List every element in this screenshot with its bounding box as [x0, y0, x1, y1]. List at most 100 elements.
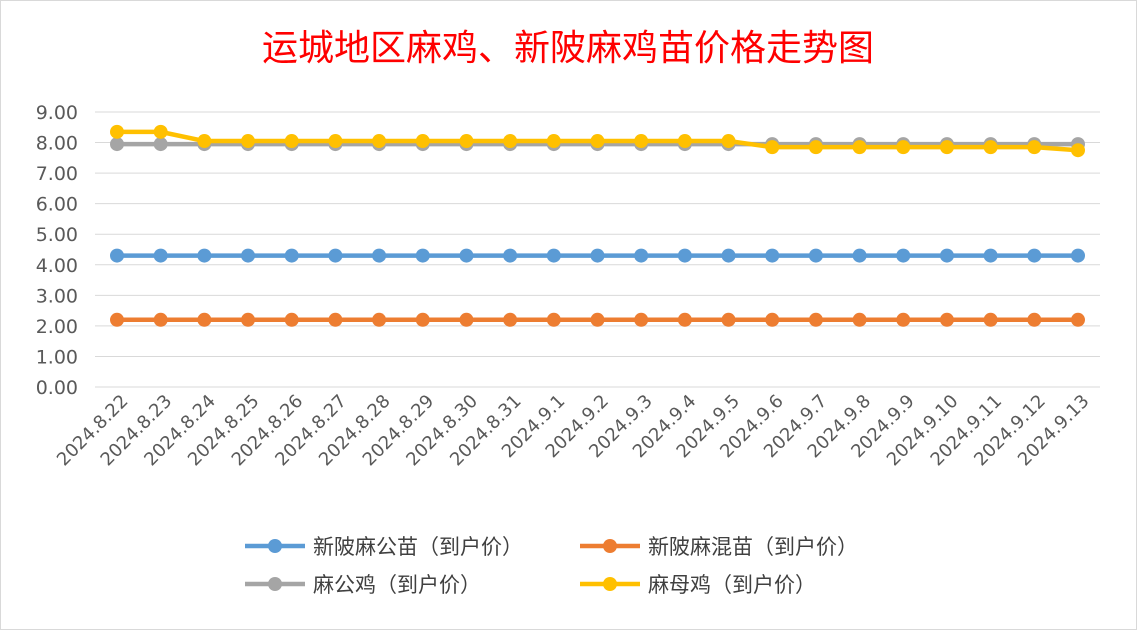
- legend-item: 麻母鸡（到户价）: [580, 573, 816, 597]
- data-point: [197, 134, 212, 149]
- y-tick-label: 1.00: [36, 346, 78, 368]
- data-point: [634, 312, 649, 327]
- data-point: [110, 248, 124, 263]
- data-point: [808, 312, 823, 327]
- data-point: [153, 312, 168, 327]
- series-1: [110, 312, 1085, 327]
- legend-label: 新陂麻公苗（到户价）: [313, 535, 523, 559]
- data-point: [284, 312, 299, 327]
- data-point: [939, 312, 954, 327]
- y-tick-label: 3.00: [36, 285, 78, 307]
- data-point: [983, 312, 998, 327]
- data-point: [153, 248, 168, 263]
- data-point: [110, 312, 124, 327]
- chart-title: 运城地区麻鸡、新陂麻鸡苗价格走势图: [262, 28, 874, 69]
- data-point: [896, 312, 911, 327]
- data-point: [415, 312, 430, 327]
- data-point: [372, 134, 387, 149]
- data-point: [503, 312, 518, 327]
- legend-marker: [268, 577, 282, 591]
- data-point: [1027, 140, 1042, 155]
- data-point: [983, 140, 998, 155]
- data-point: [721, 312, 736, 327]
- legend-marker: [603, 577, 617, 591]
- y-tick-label: 0.00: [36, 377, 78, 399]
- data-point: [546, 312, 561, 327]
- legend-label: 新陂麻混苗（到户价）: [648, 535, 858, 559]
- data-point: [241, 312, 256, 327]
- data-point: [153, 137, 168, 152]
- data-point: [852, 312, 867, 327]
- data-point: [241, 134, 256, 149]
- data-point: [415, 134, 430, 149]
- data-point: [284, 134, 299, 149]
- data-point: [459, 134, 474, 149]
- data-point: [634, 248, 649, 263]
- legend-marker: [268, 539, 282, 553]
- data-point: [808, 140, 823, 155]
- data-point: [1071, 143, 1085, 158]
- data-point: [590, 248, 605, 263]
- data-point: [1027, 312, 1042, 327]
- legend-marker: [603, 539, 617, 553]
- data-point: [328, 134, 343, 149]
- data-point: [852, 248, 867, 263]
- data-point: [1071, 248, 1085, 263]
- data-point: [634, 134, 649, 149]
- data-point: [590, 134, 605, 149]
- data-point: [459, 248, 474, 263]
- y-tick-label: 9.00: [36, 102, 78, 124]
- data-point: [372, 312, 387, 327]
- data-point: [284, 248, 299, 263]
- data-point: [197, 312, 212, 327]
- data-point: [110, 137, 124, 152]
- data-point: [503, 248, 518, 263]
- legend-item: 新陂麻混苗（到户价）: [580, 535, 858, 559]
- data-point: [153, 124, 168, 139]
- data-point: [415, 248, 430, 263]
- data-point: [546, 134, 561, 149]
- y-tick-label: 2.00: [36, 316, 78, 338]
- data-point: [677, 248, 692, 263]
- y-tick-label: 4.00: [36, 255, 78, 277]
- data-point: [241, 248, 256, 263]
- data-point: [677, 312, 692, 327]
- data-point: [939, 140, 954, 155]
- data-point: [1027, 248, 1042, 263]
- y-axis-ticks: 0.00 1.00 2.00 3.00 4.00 5.00 6.00 7.00 8.00 9.00: [36, 102, 78, 399]
- data-point: [896, 248, 911, 263]
- data-point: [197, 248, 212, 263]
- y-tick-label: 5.00: [36, 224, 78, 246]
- data-point: [459, 312, 474, 327]
- data-point: [110, 124, 124, 139]
- series-3: [110, 124, 1085, 158]
- data-point: [546, 248, 561, 263]
- data-point: [328, 312, 343, 327]
- data-point: [328, 248, 343, 263]
- data-point: [852, 140, 867, 155]
- legend-label: 麻公鸡（到户价）: [313, 573, 481, 597]
- data-point: [896, 140, 911, 155]
- y-tick-label: 8.00: [36, 133, 78, 155]
- data-point: [721, 134, 736, 149]
- legend-label: 麻母鸡（到户价）: [648, 573, 816, 597]
- data-point: [1071, 312, 1085, 327]
- legend-item: 麻公鸡（到户价）: [245, 573, 481, 597]
- data-point: [808, 248, 823, 263]
- legend-item: 新陂麻公苗（到户价）: [245, 535, 523, 559]
- legend: 新陂麻公苗（到户价） 新陂麻混苗（到户价） 麻公鸡（到户价） 麻母鸡（到户价）: [245, 535, 858, 597]
- y-tick-label: 6.00: [36, 194, 78, 216]
- data-point: [983, 248, 998, 263]
- data-point: [503, 134, 518, 149]
- data-point: [677, 134, 692, 149]
- data-point: [939, 248, 954, 263]
- series-group: [110, 124, 1085, 327]
- data-point: [765, 312, 780, 327]
- series-0: [110, 248, 1085, 263]
- data-point: [590, 312, 605, 327]
- data-point: [765, 248, 780, 263]
- data-point: [765, 140, 780, 155]
